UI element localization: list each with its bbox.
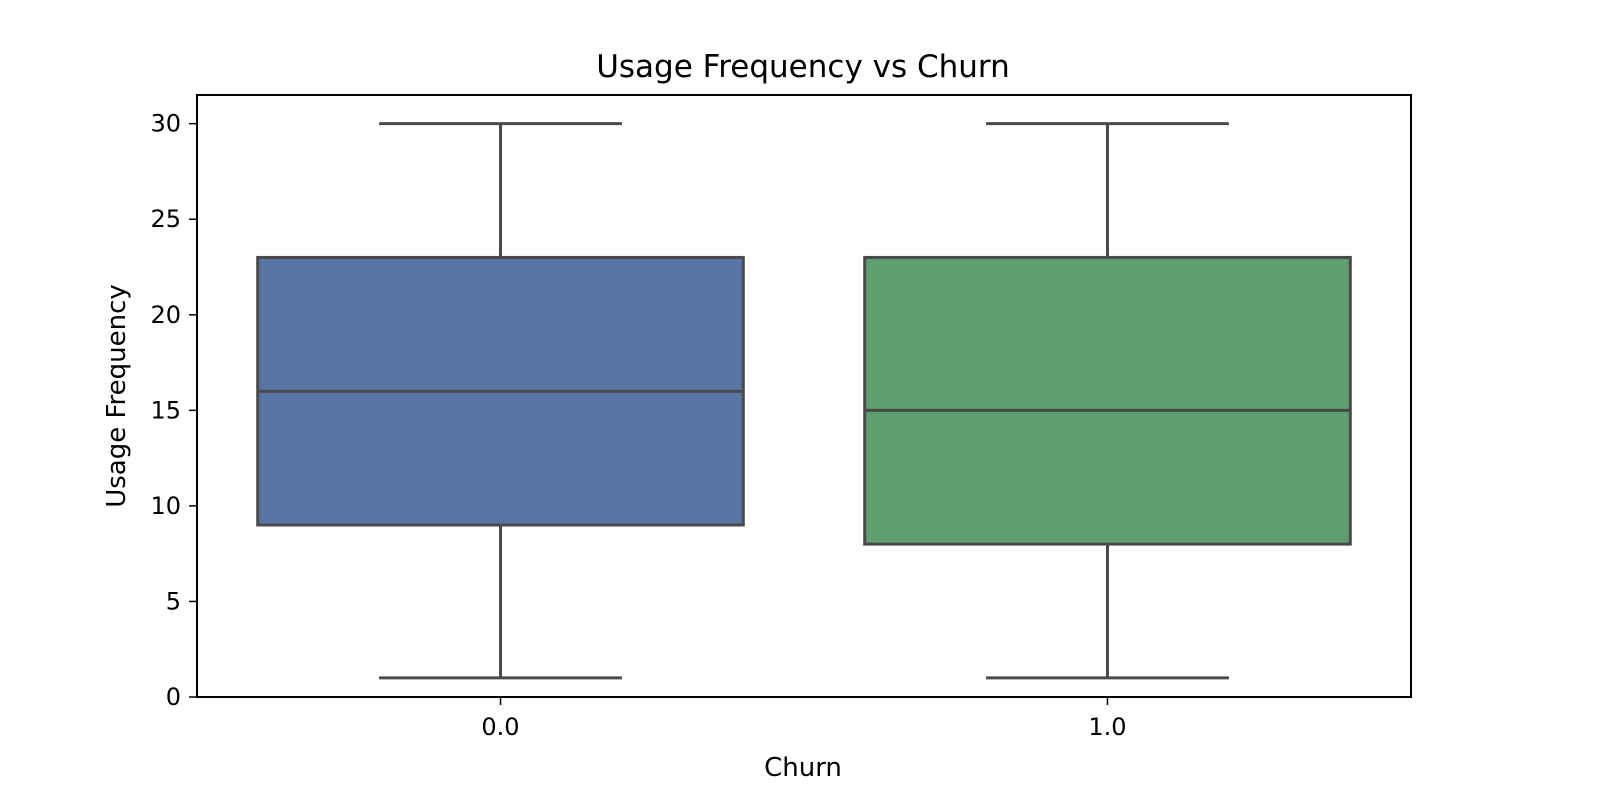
y-tick-label: 30 bbox=[150, 110, 181, 138]
x-tick-label: 0.0 bbox=[481, 713, 519, 741]
y-tick-label: 10 bbox=[150, 492, 181, 520]
y-tick-label: 25 bbox=[150, 205, 181, 233]
y-axis-label: Usage Frequency bbox=[102, 284, 132, 508]
y-axis: 0 5 10 15 20 25 30 bbox=[150, 110, 197, 711]
iqr-box bbox=[863, 255, 1352, 546]
box-group-1-0 bbox=[863, 122, 1352, 680]
boxes-layer bbox=[256, 122, 1352, 680]
plot-frame bbox=[196, 94, 1412, 698]
x-tick-label: 1.0 bbox=[1088, 713, 1126, 741]
box-group-0-0 bbox=[256, 122, 745, 680]
y-tick-label: 20 bbox=[150, 301, 181, 329]
x-axis-label: Churn bbox=[764, 753, 842, 783]
x-axis: 0.0 1.0 bbox=[481, 697, 1127, 741]
y-tick-label: 5 bbox=[166, 587, 181, 615]
chart-title: Usage Frequency vs Churn bbox=[596, 49, 1010, 85]
y-tick-label: 15 bbox=[150, 396, 181, 424]
y-tick-label: 0 bbox=[166, 683, 181, 711]
